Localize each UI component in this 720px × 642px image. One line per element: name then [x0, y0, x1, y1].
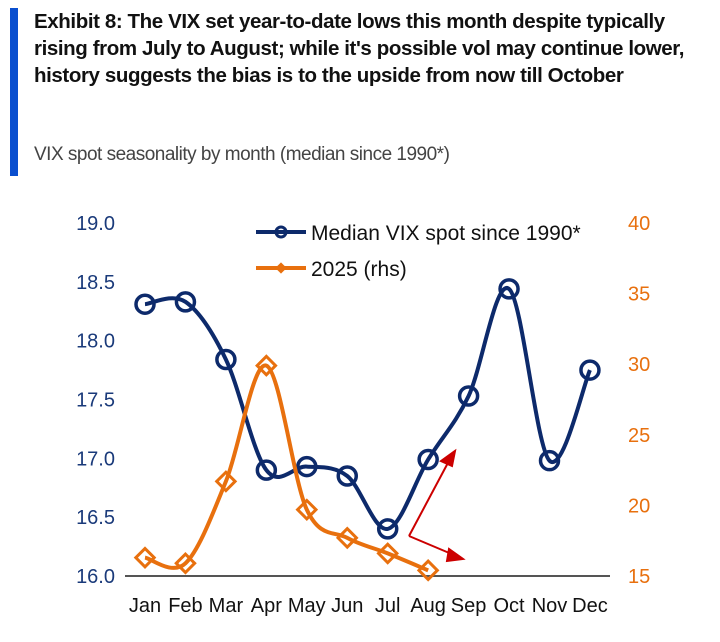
x-tick-label: Oct [493, 595, 525, 617]
data-point-median [376, 518, 399, 540]
arrow-down [408, 535, 455, 556]
y-tick-label: 17.5 [76, 390, 115, 412]
arrow-up-head [439, 448, 457, 468]
series-line-2025 [144, 363, 429, 573]
y2-tick-label: 15 [628, 566, 650, 588]
legend-median-marker [274, 225, 288, 239]
data-point-2025 [133, 546, 157, 569]
data-point-median [296, 455, 318, 478]
data-point-2025 [416, 559, 440, 582]
data-point-median [174, 291, 197, 313]
x-tick-label: Feb [168, 595, 202, 617]
data-point-median [215, 348, 237, 371]
annotation-arrows [408, 448, 466, 563]
x-tick-label: Aug [410, 595, 446, 617]
x-tick-label: Dec [572, 595, 608, 617]
y-tick-label: 19.0 [76, 213, 115, 235]
x-tick-label: May [288, 595, 326, 617]
x-tick-label: Jul [375, 595, 401, 617]
x-tick-label: Sep [451, 595, 487, 617]
x-tick-label: Jun [331, 595, 363, 617]
x-tick-label: Apr [251, 595, 282, 617]
arrow-down-head [445, 547, 466, 563]
legend: Median VIX spot since 1990* 2025 (rhs) [256, 222, 581, 281]
exhibit-subtitle: VIX spot seasonality by month (median si… [34, 144, 450, 165]
y-tick-label: 16.5 [76, 507, 115, 529]
y-tick-label: 18.0 [76, 331, 115, 353]
legend-2025-marker [275, 262, 287, 274]
exhibit-title: Exhibit 8: The VIX set year-to-date lows… [34, 10, 685, 87]
data-point-2025 [295, 498, 319, 521]
data-point-median [457, 385, 480, 407]
data-point-median [538, 449, 561, 472]
legend-median-label: Median VIX spot since 1990* [311, 222, 581, 245]
y-tick-label: 17.0 [76, 448, 115, 470]
x-tick-label: Jan [129, 595, 161, 617]
data-point-median [417, 448, 439, 471]
y2-tick-label: 20 [628, 495, 650, 517]
data-point-median [255, 459, 278, 481]
y2-tick-label: 25 [628, 425, 650, 447]
data-point-2025 [335, 526, 359, 550]
data-point-2025 [174, 551, 197, 575]
data-point-2025 [255, 354, 278, 377]
legend-2025-label: 2025 (rhs) [311, 258, 407, 281]
x-tick-label: Mar [209, 595, 244, 617]
x-tick-label: Nov [532, 595, 568, 617]
y2-tick-label: 30 [628, 354, 650, 376]
y2-tick-label: 40 [628, 213, 650, 235]
y2-tick-label: 35 [628, 284, 650, 306]
data-point-median [498, 278, 520, 300]
data-point-median [579, 359, 601, 381]
data-point-2025 [376, 542, 400, 565]
data-point-median [134, 293, 156, 315]
y-tick-label: 16.0 [76, 566, 115, 588]
accent-bar [10, 8, 18, 176]
data-point-median [336, 465, 358, 487]
arrow-up [408, 458, 451, 537]
y-tick-label: 18.5 [76, 272, 115, 294]
data-point-2025 [214, 470, 238, 493]
series-line-median [144, 286, 592, 531]
